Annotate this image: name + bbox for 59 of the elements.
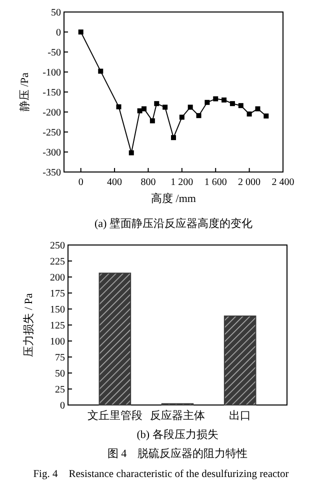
y-tick-label: -200: [42, 108, 61, 118]
caption: 图 4 脱硫反应器的阻力特性: [107, 447, 248, 460]
y-tick-label: -150: [42, 88, 61, 98]
y-tick-label: -250: [42, 128, 61, 138]
x-axis-title: 高度 /mm: [151, 192, 196, 205]
point: [78, 30, 84, 34]
point: [116, 104, 122, 110]
point: [213, 96, 218, 102]
bar: [224, 316, 256, 406]
y-tick-label: 125: [50, 320, 65, 332]
x-tick-label: 800: [140, 177, 156, 188]
x-tick-label: 1 200: [170, 177, 194, 188]
y-tick-label: 200: [50, 272, 65, 284]
point: [179, 114, 184, 120]
x-tick-label: 反应器主体: [150, 409, 205, 422]
point: [171, 135, 176, 140]
x-tick-label: 1 600: [204, 177, 227, 188]
y-tick-label: -100: [42, 68, 61, 78]
point: [264, 114, 269, 118]
x-tick-label: 2 400: [272, 177, 294, 188]
y-tick-label: 250: [50, 240, 65, 252]
text: (a) 壁面静压沿反应器高度的变化: [94, 217, 252, 230]
x-tick-label: 0: [78, 177, 84, 188]
point: [98, 68, 104, 74]
y-tick-label: 175: [50, 288, 65, 300]
y-tick-label: 0: [56, 28, 61, 38]
point: [255, 106, 260, 112]
point: [142, 106, 147, 112]
y-tick-label: 225: [50, 256, 65, 268]
point: [230, 101, 235, 106]
point: [188, 104, 193, 110]
caption: Fig. 4 Resistance characteristic of the desulfurizing reactor: [33, 469, 290, 480]
x-tick-label: 出口: [229, 409, 252, 422]
y-tick-label: -350: [42, 168, 61, 178]
point: [238, 103, 244, 108]
y-tick-label: 150: [50, 304, 65, 316]
point: [154, 101, 160, 106]
point: [246, 112, 252, 116]
x-tick-label: 文丘里管段: [87, 409, 142, 422]
y-tick-label: 0: [60, 400, 65, 412]
x-tick-label: 400: [107, 177, 122, 188]
y-axis-title: 压力损失 / Pa: [22, 293, 35, 357]
point: [150, 118, 155, 124]
bar: [98, 272, 132, 406]
y-tick-label: -300: [42, 148, 61, 158]
point: [196, 113, 202, 118]
y-tick-label: -50: [48, 48, 61, 58]
y-axis-title: 静压 /Pa: [19, 72, 31, 112]
point: [128, 150, 134, 156]
point: [162, 104, 168, 110]
x-tick-label: 2 000: [238, 177, 261, 188]
y-tick-label: 50: [55, 368, 65, 380]
point: [204, 100, 210, 105]
point: [222, 98, 227, 102]
y-tick-label: 25: [55, 384, 65, 396]
text: (b) 各段压力损失: [136, 428, 218, 441]
y-tick-label: 100: [50, 336, 65, 348]
y-tick-label: 75: [55, 352, 65, 364]
y-tick-label: 50: [51, 8, 61, 18]
